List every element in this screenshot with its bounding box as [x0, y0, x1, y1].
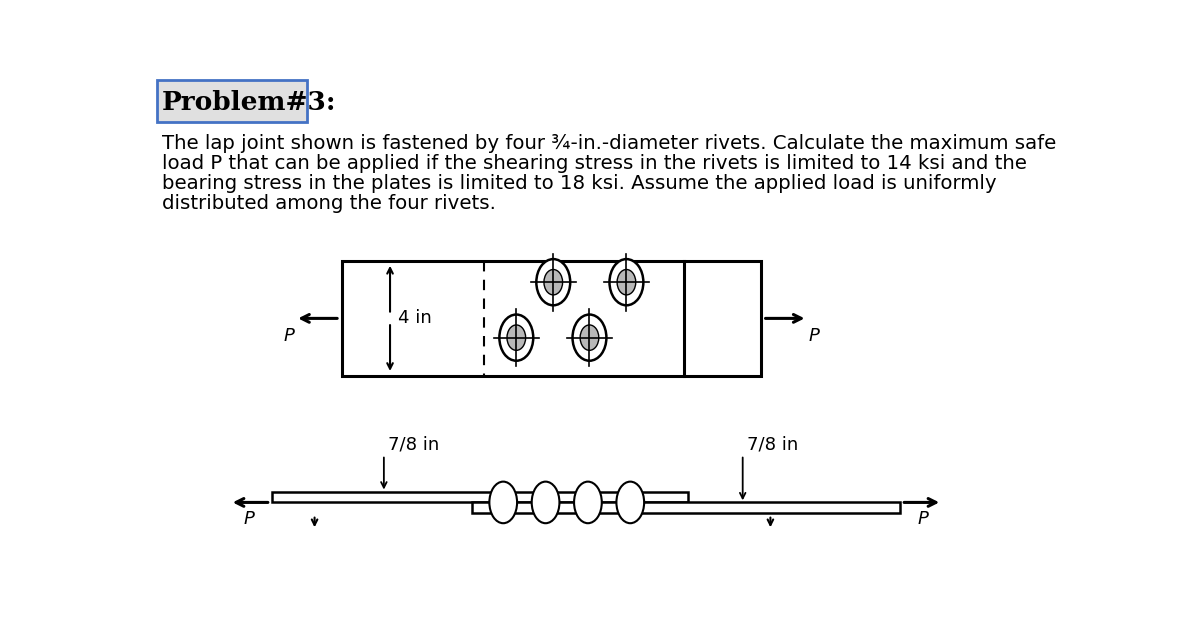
Text: 7/8 in: 7/8 in: [387, 435, 439, 453]
Bar: [472, 502, 899, 513]
Text: load P that can be applied if the shearing stress in the rivets is limited to 14: load P that can be applied if the sheari…: [162, 154, 1028, 173]
Text: P: P: [808, 327, 819, 345]
Bar: [272, 492, 688, 502]
Ellipse shape: [536, 259, 571, 305]
Ellipse shape: [617, 269, 635, 295]
Ellipse shape: [574, 482, 602, 523]
Ellipse shape: [573, 315, 607, 361]
Text: bearing stress in the plates is limited to 18 ksi. Assume the applied load is un: bearing stress in the plates is limited …: [162, 174, 996, 193]
Ellipse shape: [609, 259, 644, 305]
Text: P: P: [243, 511, 254, 528]
Ellipse shape: [531, 482, 560, 523]
Text: Problem#3:: Problem#3:: [162, 90, 337, 115]
Ellipse shape: [507, 325, 525, 350]
Ellipse shape: [616, 482, 644, 523]
Bar: [342, 260, 761, 376]
Bar: [157, 80, 307, 122]
Ellipse shape: [544, 269, 562, 295]
Ellipse shape: [489, 482, 517, 523]
Text: 7/8 in: 7/8 in: [747, 435, 797, 453]
Ellipse shape: [499, 315, 534, 361]
Text: The lap joint shown is fastened by four ¾-in.-diameter rivets. Calculate the max: The lap joint shown is fastened by four …: [162, 133, 1056, 152]
Text: 4 in: 4 in: [398, 310, 432, 327]
Text: distributed among the four rivets.: distributed among the four rivets.: [162, 193, 496, 212]
Ellipse shape: [580, 325, 598, 350]
Text: P: P: [917, 511, 928, 528]
Text: P: P: [284, 327, 295, 345]
